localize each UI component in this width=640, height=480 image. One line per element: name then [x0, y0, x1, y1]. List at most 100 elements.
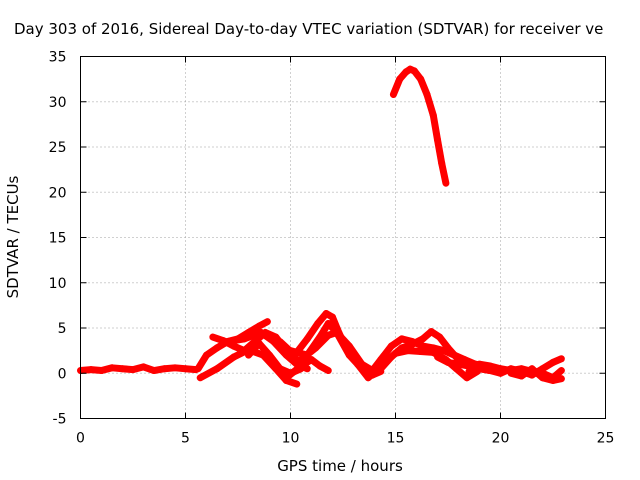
- data-point: [119, 365, 126, 372]
- data-point: [558, 375, 565, 382]
- data-point: [130, 366, 136, 373]
- data-point: [314, 320, 321, 327]
- data-point: [277, 365, 283, 372]
- data-point: [312, 344, 319, 351]
- data-point: [182, 365, 189, 372]
- chart-title: Day 303 of 2016, Sidereal Day-to-day VTE…: [14, 20, 603, 38]
- y-tick-label: 20: [49, 185, 67, 201]
- y-tick-label: 0: [58, 366, 67, 382]
- data-point: [419, 343, 426, 350]
- data-point: [224, 338, 231, 345]
- data-point: [497, 370, 504, 377]
- data-point: [558, 367, 565, 374]
- data-point: [214, 344, 220, 351]
- data-point: [396, 76, 403, 83]
- data-point: [323, 310, 330, 317]
- data-point: [539, 365, 546, 372]
- data-point: [172, 364, 178, 371]
- data-point: [390, 91, 397, 98]
- data-points: [77, 65, 565, 388]
- data-point: [270, 338, 277, 345]
- series-segment: [345, 342, 366, 368]
- data-point: [298, 363, 304, 370]
- data-point: [316, 363, 323, 370]
- data-point: [195, 365, 202, 372]
- data-point: [358, 361, 365, 368]
- data-point: [529, 365, 535, 372]
- data-point: [256, 340, 262, 347]
- data-point: [442, 180, 449, 187]
- grid-lines: [80, 56, 606, 419]
- x-tick-label: 0: [76, 431, 85, 447]
- y-axis-label: SDTVAR / TECUs: [4, 175, 22, 298]
- data-point: [298, 356, 304, 363]
- y-tick-label: 10: [49, 276, 67, 292]
- plot-frame: [80, 56, 606, 419]
- x-tick-label: 15: [387, 431, 405, 447]
- data-point: [266, 352, 273, 359]
- data-point: [197, 374, 204, 381]
- series-segment: [434, 136, 446, 167]
- x-tick-label: 5: [181, 431, 190, 447]
- data-point: [308, 356, 315, 363]
- x-tick-label: 25: [597, 431, 615, 447]
- data-point: [430, 112, 437, 119]
- data-point: [88, 366, 94, 373]
- series-16: [389, 65, 450, 187]
- data-point: [392, 350, 399, 357]
- x-tick-label: 10: [282, 431, 300, 447]
- data-point: [550, 359, 556, 366]
- series-segment: [549, 367, 565, 382]
- data-point: [508, 370, 514, 377]
- data-point: [329, 314, 336, 321]
- data-point: [264, 318, 271, 325]
- data-point: [434, 353, 441, 360]
- data-point: [388, 343, 395, 350]
- data-point: [98, 367, 105, 374]
- data-point: [424, 91, 430, 98]
- data-point: [377, 356, 384, 363]
- data-point: [230, 353, 237, 360]
- data-point: [277, 338, 283, 345]
- data-point: [245, 352, 252, 359]
- data-point: [405, 347, 412, 354]
- data-point: [463, 374, 470, 381]
- data-point: [434, 136, 441, 143]
- x-axis: 0 5 10 15 20 25: [76, 56, 615, 447]
- data-point: [325, 332, 332, 339]
- data-point: [398, 335, 405, 342]
- data-point: [346, 352, 353, 359]
- y-tick-label: -5: [53, 412, 67, 428]
- data-point: [417, 76, 424, 83]
- data-point: [214, 365, 220, 372]
- series-0: [77, 363, 200, 375]
- y-tick-label: 25: [49, 140, 67, 156]
- y-tick-label: 15: [49, 231, 67, 247]
- data-point: [377, 365, 384, 372]
- data-point: [411, 67, 418, 74]
- data-point: [407, 66, 414, 73]
- data-point: [283, 374, 290, 381]
- data-point: [161, 365, 168, 372]
- series-segment: [423, 91, 437, 119]
- data-point: [430, 349, 437, 356]
- x-tick-label: 20: [492, 431, 510, 447]
- data-point: [455, 361, 462, 368]
- series-8: [297, 329, 376, 375]
- series-segment: [429, 111, 441, 144]
- data-point: [417, 348, 424, 355]
- data-point: [140, 363, 147, 370]
- data-point: [445, 359, 451, 366]
- data-point: [436, 334, 443, 341]
- data-point: [445, 344, 451, 351]
- data-point: [333, 329, 340, 336]
- data-point: [209, 334, 216, 341]
- data-point: [304, 335, 311, 342]
- data-point: [287, 347, 294, 354]
- data-point: [518, 372, 525, 379]
- data-point: [438, 160, 445, 167]
- data-point: [558, 355, 565, 362]
- data-point: [388, 353, 395, 360]
- data-point: [403, 68, 409, 75]
